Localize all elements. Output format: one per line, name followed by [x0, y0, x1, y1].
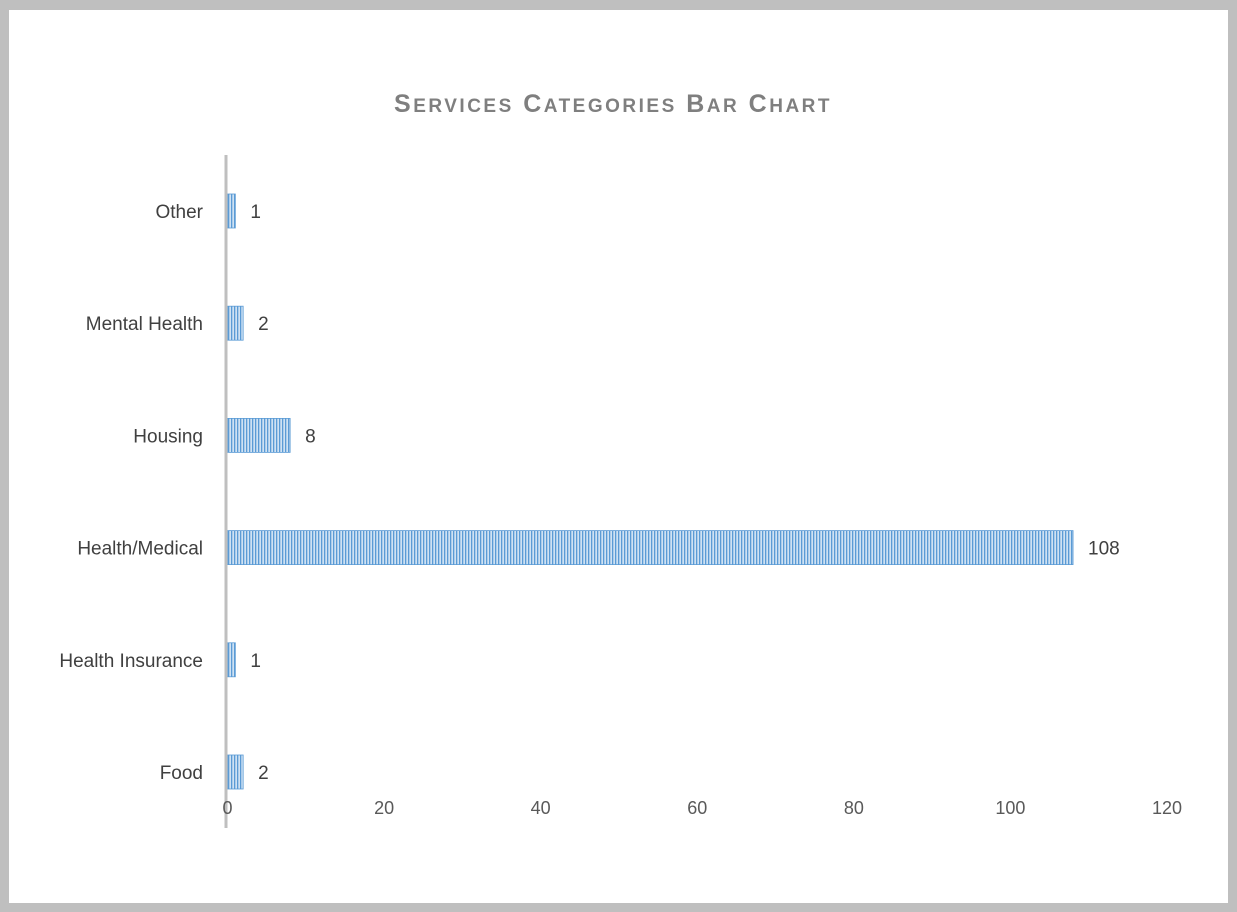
x-tick-label: 120 [1152, 798, 1182, 818]
chart-frame: SERVICES CATEGORIES BAR CHART Other Menta… [9, 10, 1228, 903]
category-labels: Other Mental Health Housing Health/Medical H… [59, 202, 203, 784]
x-tick-label: 40 [531, 798, 551, 818]
data-label: 1 [250, 651, 261, 672]
category-label: Food [160, 763, 203, 784]
x-tick-label: 100 [995, 798, 1025, 818]
data-label: 2 [258, 763, 269, 784]
data-label: 2 [258, 314, 269, 335]
bar-housing [227, 417, 291, 453]
category-label: Other [155, 202, 203, 223]
x-tick-label: 80 [844, 798, 864, 818]
x-tick-label: 0 [222, 798, 232, 818]
category-label: Health/Medical [77, 539, 203, 560]
category-label: Housing [133, 426, 203, 447]
data-label: 108 [1088, 539, 1120, 560]
category-label: Health Insurance [59, 651, 203, 672]
chart-title: SERVICES CATEGORIES BAR CHART [394, 90, 832, 118]
bar-food [227, 754, 244, 790]
chart-svg: SERVICES CATEGORIES BAR CHART Other Menta… [59, 90, 1182, 828]
bars-layer [227, 193, 1074, 790]
x-tick-labels: 0 20 40 60 80 100 120 [222, 798, 1182, 818]
bar-other [227, 193, 236, 229]
x-tick-label: 60 [687, 798, 707, 818]
bar-health-medical [227, 530, 1074, 565]
bar-health-insurance [227, 642, 236, 678]
bar-mental-health [227, 305, 244, 341]
data-label: 1 [250, 202, 261, 223]
x-tick-label: 20 [374, 798, 394, 818]
data-labels: 1 2 8 108 1 2 [250, 202, 1119, 784]
data-label: 8 [305, 426, 316, 447]
category-label: Mental Health [86, 314, 203, 335]
